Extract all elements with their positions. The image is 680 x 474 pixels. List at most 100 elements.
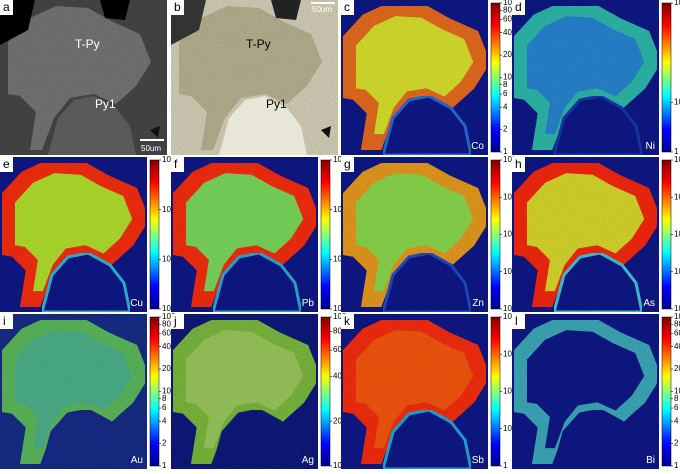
element-label: Au (131, 455, 143, 466)
colorbar-tick-label: 10³ (503, 230, 515, 239)
panel-letter-box (0, 314, 13, 329)
panel-letter: b (174, 0, 181, 14)
colorbar-tick-label: 10 (674, 387, 680, 396)
map-core (355, 173, 474, 292)
colorbar-tick-label: 10⁵ (503, 155, 515, 164)
colorbar-tick-label: 80 (333, 327, 342, 336)
region-label: Py1 (266, 97, 287, 111)
panel: Zn 10⁵ 10⁴ 10³ 10² 10 g (339, 155, 516, 314)
panel: As 10⁵ 10⁴ 10³ 10² 10 h (510, 155, 680, 314)
panel-letter: c (344, 0, 350, 14)
colorbar-tick-label: 10 (333, 304, 342, 313)
dark-inclusion (321, 126, 331, 138)
colorbar-tick-label: 6 (503, 89, 508, 98)
colorbar-tick-label: 10⁴ (333, 155, 346, 164)
colorbar-tick-label: 40 (503, 28, 512, 37)
colorbar-tick-label: 40 (333, 371, 342, 380)
colorbar (320, 159, 331, 310)
colorbar-tick-label: 10⁵ (674, 155, 680, 164)
colorbar (661, 159, 672, 310)
colorbar-tick-label: 10⁴ (503, 192, 516, 201)
element-label: Cu (130, 298, 143, 309)
map-grain (552, 251, 644, 314)
panel-letter: f (174, 157, 178, 171)
panel-letter-box (171, 0, 184, 15)
colorbar-tick-label: 6 (674, 403, 679, 412)
map-core (526, 173, 645, 292)
colorbar (149, 316, 160, 467)
colorbar-tick-label: 10 (674, 97, 680, 106)
element-label: Sb (472, 455, 485, 466)
photo-grain (48, 96, 136, 155)
photo-region (8, 6, 151, 150)
colorbar-tick-label: 1 (162, 461, 167, 469)
panel-letter: k (344, 314, 351, 328)
panel-letter-box (512, 157, 525, 172)
scale-bar-label: 50um (141, 144, 161, 153)
panel-letter-box (0, 157, 13, 172)
element-label: Pb (302, 298, 315, 309)
colorbar-tick-label: 10³ (162, 205, 174, 214)
colorbar-tick-label: 10² (162, 254, 174, 263)
map-core (355, 330, 474, 449)
element-label: Bi (646, 455, 655, 466)
colorbar-tick-label: 20 (503, 50, 512, 59)
map-core (185, 330, 304, 449)
map-grain (381, 251, 473, 314)
region-label: T-Py (246, 37, 271, 51)
panel: Ni 10³ 10 1 d (510, 0, 680, 157)
map-grain (381, 94, 473, 157)
region-label: T-Py (75, 37, 100, 51)
colorbar-tick-label: 60 (333, 345, 342, 354)
colorbar-tick-label: 40 (162, 342, 171, 351)
panel: Pb 10⁴ 10³ 10² 10 f (169, 155, 346, 314)
colorbar-tick-label: 40 (674, 342, 680, 351)
colorbar-tick-label: 10² (333, 254, 345, 263)
colorbar-tick-label: 60 (674, 329, 680, 338)
colorbar-tick-label: 10⁴ (162, 155, 175, 164)
dark-inclusion (271, 0, 301, 20)
colorbar-tick-label: 4 (674, 416, 679, 425)
map-grain (211, 251, 303, 314)
element-label: Co (471, 141, 484, 152)
panel-letter: l (515, 314, 518, 328)
panel-letter: j (173, 314, 177, 328)
map-core (14, 173, 133, 292)
map-grain (381, 408, 473, 471)
colorbar-tick-label: 60 (503, 15, 512, 24)
colorbar-tick-label: 8 (162, 394, 167, 403)
colorbar (661, 2, 672, 153)
map-grain (552, 94, 644, 157)
map-grain (211, 408, 303, 471)
map-core (355, 16, 474, 135)
map-core (14, 330, 133, 449)
dark-inclusion (100, 0, 130, 20)
panel-letter-box (512, 0, 525, 15)
region-label: Py1 (95, 97, 116, 111)
colorbar-tick-label: 10⁴ (674, 192, 680, 201)
colorbar-tick-label: 10³ (674, 0, 680, 7)
colorbar-tick-label: 2 (162, 439, 167, 448)
colorbar-tick-label: 1 (503, 147, 508, 156)
colorbar-tick-label: 10² (674, 267, 680, 276)
colorbar-tick-label: 2 (503, 125, 508, 134)
colorbar (490, 2, 501, 153)
panel-letter-box (341, 314, 354, 329)
colorbar-tick-label: 60 (162, 329, 171, 338)
panel-letter-box (512, 314, 525, 329)
panel-letter: i (3, 314, 6, 328)
panel: Cu 10⁴ 10³ 10² 10 e (0, 155, 175, 314)
panel-letter: d (515, 0, 522, 14)
colorbar-tick-label: 10² (503, 267, 515, 276)
element-label: Ag (302, 455, 314, 466)
panel: T-Py Py1 50um a (0, 0, 167, 155)
colorbar (490, 316, 501, 467)
colorbar-tick-label: 10 (162, 387, 171, 396)
element-label: Ni (646, 141, 655, 152)
colorbar-tick-label: 10 (674, 304, 680, 313)
panel-letter-box (341, 157, 354, 172)
photo-grain (219, 96, 307, 155)
